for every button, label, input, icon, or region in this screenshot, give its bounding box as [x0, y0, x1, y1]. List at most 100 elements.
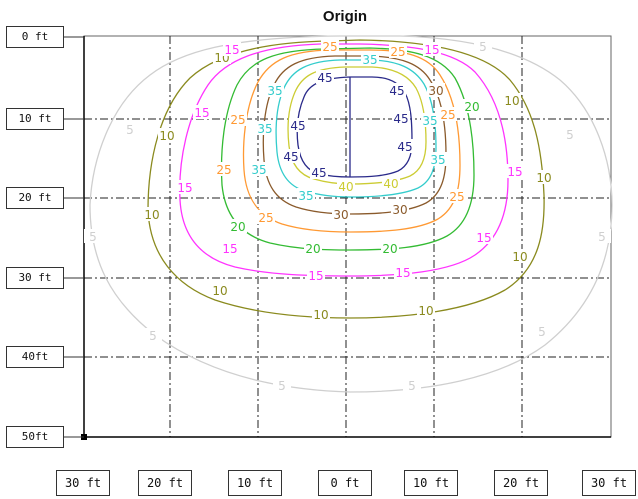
y-axis-label-0: 0 ft: [6, 26, 64, 48]
contour-label-bg-40-1: [382, 176, 400, 190]
contour-label-15: 15: [476, 231, 491, 245]
contour-label-bg-30-0: [427, 83, 445, 97]
plot-frame: [83, 35, 612, 438]
contour-label-bg-35-2: [256, 121, 274, 135]
label-ticks: [64, 36, 84, 438]
contour-label-25: 25: [216, 163, 231, 177]
y-axis-label-30: 30 ft: [6, 267, 64, 289]
x-axis-label-left-10: 10 ft: [228, 470, 282, 496]
contour-20: [220, 47, 475, 251]
contour-label-45: 45: [317, 71, 332, 85]
contour-label-bg-25-0: [321, 39, 339, 53]
contour-label-bg-20-3: [381, 241, 399, 255]
contour-label-bg-35-5: [250, 162, 268, 176]
contour-label-bg-15-1: [423, 42, 441, 56]
contour-label-bg-35-1: [266, 83, 284, 97]
contour-label-bg-5-8: [403, 378, 421, 392]
contour-label-10: 10: [144, 208, 159, 222]
contour-label-5: 5: [598, 230, 606, 244]
x-axis-label-right-10: 10 ft: [404, 470, 458, 496]
contour-label-45: 45: [393, 112, 408, 126]
contour-label-bg-10-4: [143, 207, 161, 221]
contour-label-bg-15-0: [223, 42, 241, 56]
contour-label-15: 15: [194, 106, 209, 120]
contour-label-25: 25: [390, 45, 405, 59]
contour-label-15: 15: [224, 43, 239, 57]
contour-label-10: 10: [418, 304, 433, 318]
contour-label-25: 25: [230, 113, 245, 127]
contour-label-35: 35: [422, 114, 437, 128]
contour-label-bg-25-3: [439, 107, 457, 121]
y-axis-label-50: 50ft: [6, 426, 64, 448]
contour-label-35: 35: [298, 189, 313, 203]
contour-label-bg-5-7: [273, 378, 291, 392]
y-axis-label-10: 10 ft: [6, 108, 64, 130]
contour-label-bg-25-4: [215, 162, 233, 176]
contour-label-40: 40: [338, 180, 353, 194]
contour-label-bg-10-8: [417, 303, 435, 317]
contour-label-bg-15-8: [394, 265, 412, 279]
contour-label-25: 25: [322, 40, 337, 54]
contour-label-45: 45: [397, 140, 412, 154]
contour-label-10: 10: [504, 94, 519, 108]
contour-label-bg-35-0: [361, 52, 379, 66]
x-axis-label-left-20: 20 ft: [138, 470, 192, 496]
contour-label-5: 5: [89, 230, 97, 244]
contour-label-bg-5-0: [474, 39, 492, 53]
contour-label-bg-15-5: [475, 230, 493, 244]
x-axis-label-right-20: 20 ft: [494, 470, 548, 496]
contour-label-bg-35-6: [297, 188, 315, 202]
contour-label-10: 10: [536, 171, 551, 185]
chart-title: Origin: [322, 8, 368, 25]
contour-label-bg-5-3: [84, 229, 102, 243]
contour-label-30: 30: [428, 84, 443, 98]
contour-label-bg-30-1: [332, 207, 350, 221]
contour-label-25: 25: [440, 108, 455, 122]
contour-label-5: 5: [479, 40, 487, 54]
contour-label-bg-40-0: [337, 179, 355, 193]
contour-label-30: 30: [333, 208, 348, 222]
contour-label-bg-15-2: [193, 105, 211, 119]
contour-label-45: 45: [389, 84, 404, 98]
contour-label-45: 45: [283, 150, 298, 164]
contour-label-25: 25: [258, 211, 273, 225]
contour-label-bg-45-4: [396, 139, 414, 153]
contour-label-bg-10-2: [158, 128, 176, 142]
contour-label-bg-5-4: [593, 229, 611, 243]
contour-label-bg-5-6: [533, 324, 551, 338]
contour-label-bg-25-2: [229, 112, 247, 126]
contour-label-15: 15: [424, 43, 439, 57]
y-axis-label-40: 40ft: [6, 346, 64, 368]
contour-label-35: 35: [257, 122, 272, 136]
contour-label-bg-10-5: [511, 249, 529, 263]
contour-label-bg-30-2: [391, 202, 409, 216]
grid: [84, 36, 611, 437]
contour-label-20: 20: [230, 220, 245, 234]
x-axis-label-left-30: 30 ft: [56, 470, 110, 496]
contour-label-5: 5: [278, 379, 286, 393]
contour-label-35: 35: [267, 84, 282, 98]
contour-label-bg-45-5: [282, 149, 300, 163]
contour-label-bg-10-7: [312, 307, 330, 321]
y-axis-label-20: 20 ft: [6, 187, 64, 209]
contour-label-bg-25-5: [448, 189, 466, 203]
contour-label-bg-20-1: [229, 219, 247, 233]
contour-label-bg-15-4: [176, 180, 194, 194]
contour-label-5: 5: [566, 128, 574, 142]
contour-label-bg-15-7: [307, 268, 325, 282]
contour-label-20: 20: [382, 242, 397, 256]
contour-label-5: 5: [408, 379, 416, 393]
contour-label-bg-35-3: [421, 113, 439, 127]
contour-label-10: 10: [313, 308, 328, 322]
x-axis-label-right-30: 30 ft: [582, 470, 636, 496]
contour-label-bg-45-2: [289, 118, 307, 132]
contour-label-bg-10-1: [503, 93, 521, 107]
contour-label-bg-20-0: [463, 99, 481, 113]
contour-label-bg-5-5: [144, 328, 162, 342]
contour-label-25: 25: [449, 190, 464, 204]
contour-25: [242, 49, 461, 233]
contour-label-bg-45-6: [310, 165, 328, 179]
contour-label-15: 15: [395, 266, 410, 280]
contour-label-40: 40: [383, 177, 398, 191]
